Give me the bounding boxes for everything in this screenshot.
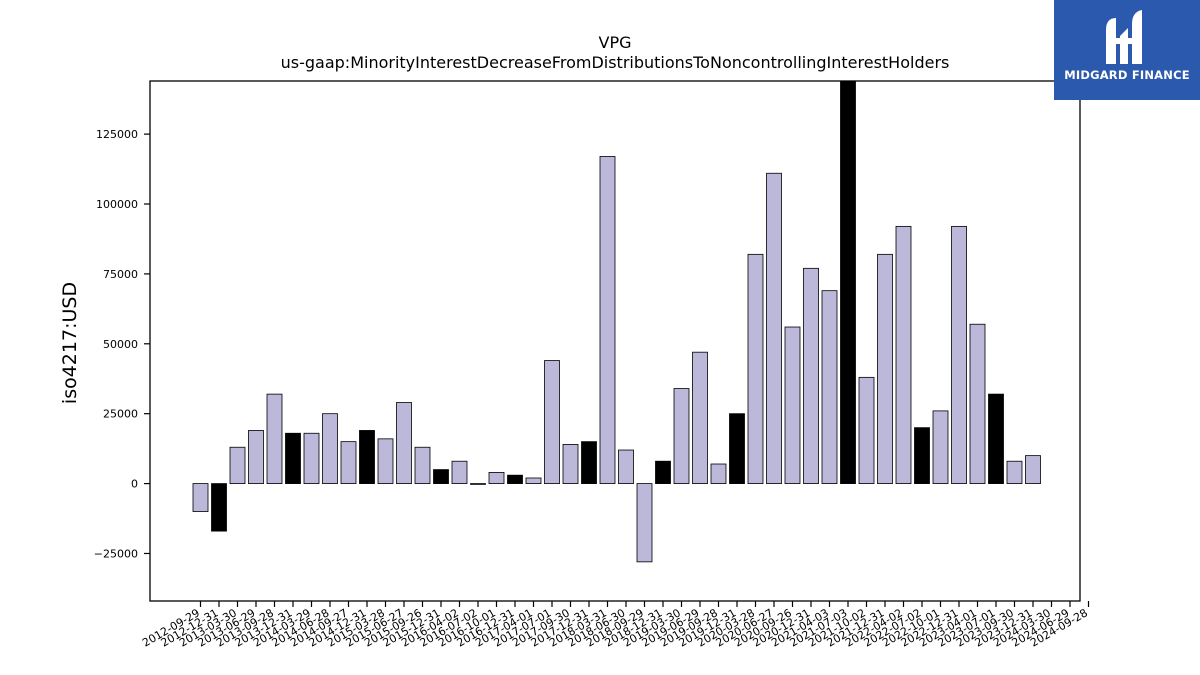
bar [303,432,320,484]
y-tick-label: 100000 [96,198,138,211]
bar [673,388,690,484]
bar [599,156,616,484]
y-tick-label: 125000 [96,128,138,141]
chart-title: VPG [599,33,632,52]
bar [803,267,819,484]
bar [377,438,394,484]
bar [747,253,764,484]
bar [285,432,301,484]
bar [266,393,283,484]
bar [544,360,560,484]
bar [525,477,542,484]
bar [932,410,949,484]
y-axis-label: iso4217:USD [59,282,81,404]
midgard-logo-icon [1106,10,1142,64]
y-tick-label: −25000 [94,547,138,560]
logo-text: MIDGARD FINANCE [1064,68,1190,82]
y-tick-label: 0 [131,478,138,491]
bar [340,441,357,484]
bar [562,444,579,484]
bar [359,430,375,484]
chart-subtitle: us-gaap:MinorityInterestDecreaseFromDist… [281,53,950,72]
y-tick-label: 25000 [103,408,138,421]
bar [914,427,930,484]
bar [729,413,745,484]
bar [692,351,708,484]
bars [192,80,1041,563]
plot-frame [149,80,1081,602]
bar [840,80,856,484]
bar [470,483,486,485]
bar [858,376,875,484]
bar [211,483,227,532]
bar [192,483,209,512]
bar [451,460,468,484]
y-tick-label: 75000 [103,268,138,281]
bar [618,449,634,484]
bar [396,402,412,484]
bar [1025,455,1041,484]
bar [507,474,523,484]
bar [581,441,597,484]
bar [877,253,893,484]
y-tick-label: 50000 [103,338,138,351]
bar [488,471,505,484]
bar [821,290,838,484]
bar [248,430,264,484]
bar [322,413,338,484]
bar [951,225,967,484]
bar [414,446,431,484]
bar [784,326,801,484]
bar [766,172,782,484]
bar [1006,460,1023,484]
bar [710,463,727,484]
bar [895,225,912,484]
midgard-logo: MIDGARD FINANCE [1054,0,1200,100]
x-axis: 2012-09-292012-12-312013-03-302013-06-29… [140,601,1090,650]
y-axis: −25000 0 25000 50000 75000 100000 125000 [94,128,150,560]
bar [636,483,653,563]
bar [229,446,246,484]
bar [969,323,986,484]
bar [988,393,1004,484]
bar [655,460,671,484]
bar [433,469,449,484]
